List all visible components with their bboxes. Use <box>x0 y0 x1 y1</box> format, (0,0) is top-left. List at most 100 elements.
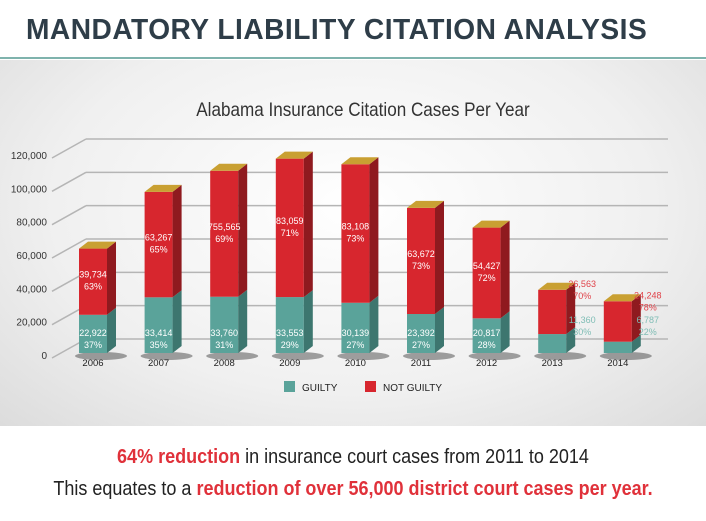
bar-top <box>407 200 444 208</box>
not-guilty-pct-label: 69% <box>215 234 233 244</box>
bar-guilty-side <box>435 307 444 353</box>
bar-guilty-side <box>500 311 510 353</box>
not-guilty-pct-label: 78% <box>639 302 657 312</box>
bar-not-guilty-side <box>566 282 576 335</box>
bar-not-guilty-side <box>631 294 641 342</box>
bar-not-guilty-2010 <box>341 164 370 303</box>
footer: 64% reduction in insurance court cases f… <box>0 426 706 521</box>
bar-shadow <box>337 352 390 360</box>
bar-shadow <box>468 352 521 360</box>
x-tick-label: 2009 <box>279 358 300 369</box>
bar-top <box>79 241 116 249</box>
bar-not-guilty-side <box>107 241 116 315</box>
not-guilty-pct-label: 73% <box>346 234 364 244</box>
bar-shadow <box>534 352 587 360</box>
bar-not-guilty-side <box>435 200 444 315</box>
guilty-value-label: 33,414 <box>145 328 173 338</box>
not-guilty-pct-label: 70% <box>573 291 591 301</box>
gridline-diagonal <box>51 238 87 259</box>
legend-label-guilty: GUILTY <box>302 383 338 394</box>
x-tick-label: 2014 <box>607 358 628 369</box>
bar-guilty-2008 <box>210 296 239 353</box>
reduction-highlight: 64% reduction <box>117 446 241 468</box>
header-divider <box>0 57 706 59</box>
bar-not-guilty-2012 <box>472 227 501 319</box>
guilty-value-label: 22,922 <box>79 328 107 338</box>
legend-swatch-not-guilty <box>365 381 376 392</box>
footer-line-1-text: in insurance court cases from 2011 to 20… <box>240 446 589 468</box>
guilty-pct-label: 27% <box>346 340 364 350</box>
bar-guilty-side <box>566 327 576 353</box>
bar-top <box>210 163 248 171</box>
bar-guilty-side <box>172 290 182 353</box>
x-tick-label: 2008 <box>214 358 235 369</box>
not-guilty-value-label: 24,248 <box>634 290 662 300</box>
x-tick-label: 2013 <box>542 358 563 369</box>
bar-top <box>275 151 313 159</box>
bar-not-guilty-2014 <box>603 301 632 342</box>
legend-swatch-guilty <box>284 381 295 392</box>
gridline-diagonal <box>51 138 87 159</box>
bar-shadow <box>140 352 193 360</box>
guilty-value-label: 20,817 <box>473 328 501 338</box>
bar-guilty-side <box>631 334 641 353</box>
bar-not-guilty-2013 <box>538 289 567 335</box>
bar-shadow <box>271 352 324 360</box>
not-guilty-value-label: 39,734 <box>79 270 107 280</box>
x-tick-label: 2011 <box>411 358 431 369</box>
bar-guilty-2012 <box>472 318 501 353</box>
x-tick-label: 2006 <box>82 358 103 369</box>
bar-shadow <box>403 352 455 360</box>
page-title: MANDATORY LIABILITY CITATION ANALYSIS <box>26 14 648 46</box>
bar-guilty-2013 <box>538 334 567 353</box>
bar-chart: Alabama Insurance Citation Cases Per Yea… <box>11 99 668 394</box>
bar-shadow <box>75 352 127 360</box>
not-guilty-pct-label: 63% <box>84 282 102 292</box>
bar-not-guilty-side <box>303 151 313 298</box>
bar-guilty-2011 <box>407 314 435 353</box>
y-tick-label: 100,000 <box>11 184 48 195</box>
y-tick-label: 0 <box>41 351 47 362</box>
bar-top <box>472 220 510 228</box>
not-guilty-value-label: 83,059 <box>276 216 304 226</box>
not-guilty-pct-label: 72% <box>478 273 496 283</box>
bar-guilty-2014 <box>603 341 632 353</box>
x-tick-label: 2010 <box>345 358 366 369</box>
bar-shadow <box>206 352 259 360</box>
guilty-pct-label: 27% <box>412 340 430 350</box>
bar-not-guilty-side <box>500 220 510 319</box>
guilty-value-label: 30,139 <box>342 328 370 338</box>
bar-not-guilty-2006 <box>79 248 107 315</box>
bar-not-guilty-2011 <box>407 207 435 315</box>
bar-not-guilty-side <box>238 163 248 297</box>
bar-guilty-2010 <box>341 302 370 353</box>
x-tick-label: 2007 <box>148 358 169 369</box>
reduction-cases-highlight: reduction of over 56,000 district court … <box>196 478 653 500</box>
not-guilty-value-label: 63,672 <box>407 249 435 259</box>
guilty-pct-label: 35% <box>150 340 168 350</box>
guilty-pct-label: 37% <box>84 340 102 350</box>
guilty-value-label: 6,787 <box>637 315 660 325</box>
not-guilty-pct-label: 71% <box>281 228 299 238</box>
guilty-pct-label: 22% <box>639 327 657 337</box>
guilty-pct-label: 29% <box>281 340 299 350</box>
footer-line-2: This equates to a reduction of over 56,0… <box>35 478 670 501</box>
y-tick-label: 80,000 <box>16 218 47 229</box>
guilty-value-label: 33,553 <box>276 328 304 338</box>
bar-guilty-side <box>107 307 116 353</box>
not-guilty-value-label: 755,565 <box>208 222 241 232</box>
bar-guilty-2006 <box>79 314 107 353</box>
guilty-pct-label: 30% <box>573 327 591 337</box>
guilty-pct-label: 28% <box>478 340 496 350</box>
bar-guilty-2009 <box>275 297 304 353</box>
guilty-value-label: 33,760 <box>210 328 238 338</box>
not-guilty-value-label: 83,108 <box>342 222 370 232</box>
bar-not-guilty-2008 <box>210 170 239 297</box>
y-tick-label: 120,000 <box>11 151 48 162</box>
guilty-pct-label: 31% <box>215 340 233 350</box>
bar-top <box>603 294 641 302</box>
bar-top <box>144 184 182 192</box>
guilty-value-label: 23,392 <box>407 328 435 338</box>
header: MANDATORY LIABILITY CITATION ANALYSIS <box>0 0 706 60</box>
bar-not-guilty-2007 <box>144 191 173 298</box>
